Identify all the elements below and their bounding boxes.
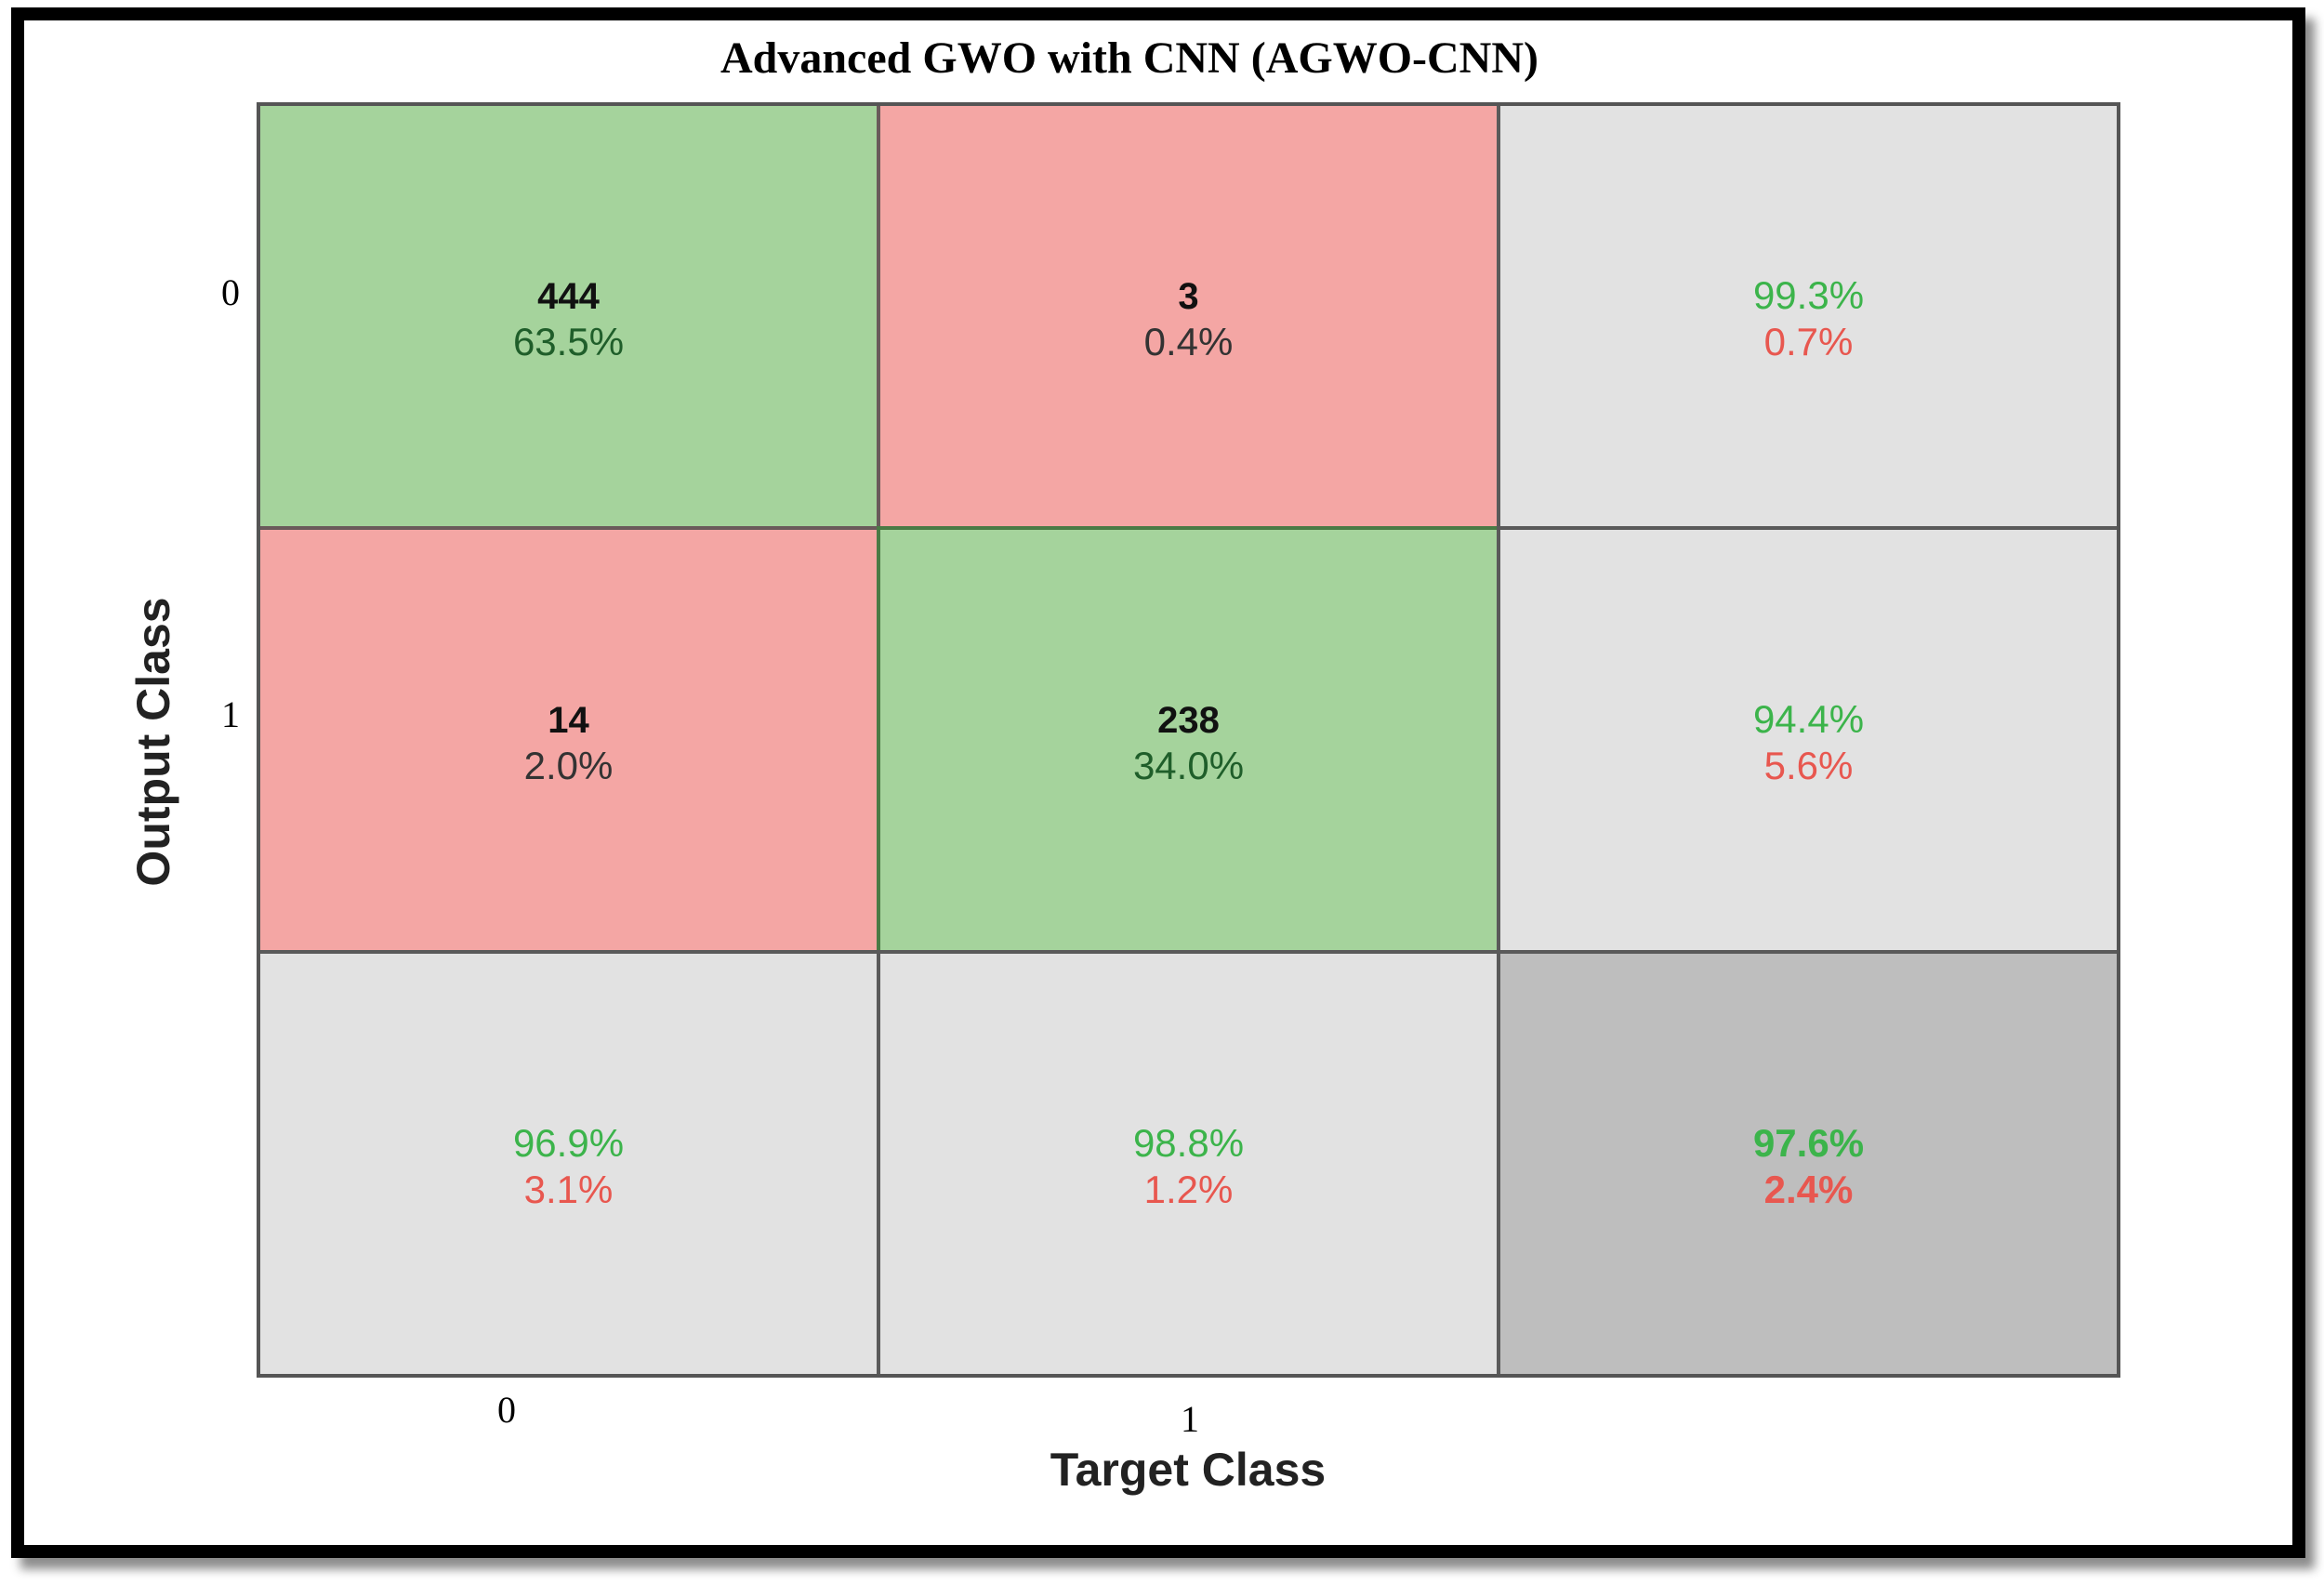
matrix-cell-r1-c0: 142.0% [257,526,880,954]
cell-background [877,950,1500,1378]
matrix-cell-r2-c1: 98.8%1.2% [877,950,1500,1378]
chart-title: Advanced GWO with CNN (AGWO-CNN) [720,33,1538,83]
cell-good-rate: 99.3% [1753,273,1864,317]
y-axis-label: Output Class [127,597,179,886]
cell-background [1497,526,2120,954]
cell-percent: 63.5% [513,320,624,363]
cell-count: 238 [1157,700,1220,741]
tick-labels: 0 1 0 1 [221,271,1199,1440]
cell-good-rate: 94.4% [1753,697,1864,741]
cell-percent: 34.0% [1133,744,1244,787]
matrix-cell-r2-c2: 97.6%2.4% [1497,950,2120,1378]
cell-bad-rate: 1.2% [1144,1168,1234,1211]
cell-count: 3 [1178,276,1198,317]
cell-percent: 0.4% [1144,320,1234,363]
x-axis-label: Target Class [1050,1444,1326,1496]
cell-background [1497,950,2120,1378]
matrix-cell-r1-c2: 94.4%5.6% [1497,526,2120,954]
cell-count: 14 [548,700,589,741]
cell-bad-rate: 3.1% [524,1168,614,1211]
cell-good-rate: 98.8% [1133,1121,1244,1165]
cell-background [257,526,880,954]
cell-good-rate: 96.9% [513,1121,624,1165]
x-tick-label: 1 [1181,1398,1199,1440]
cell-good-rate: 97.6% [1753,1121,1864,1165]
matrix-cell-r0-c1: 30.4% [877,102,1500,530]
cell-bad-rate: 5.6% [1764,744,1854,787]
y-tick-label: 1 [221,693,240,735]
matrix-cells: 44463.5%30.4%99.3%0.7%142.0%23834.0%94.4… [257,102,2120,1378]
matrix-cell-r2-c0: 96.9%3.1% [257,950,880,1378]
matrix-border [257,102,2120,1378]
cell-bad-rate: 2.4% [1764,1168,1854,1211]
cell-bad-rate: 0.7% [1764,320,1854,363]
x-tick-label: 0 [497,1389,516,1431]
cell-percent: 2.0% [524,744,614,787]
matrix-cell-r0-c2: 99.3%0.7% [1497,102,2120,530]
y-tick-label: 0 [221,271,240,313]
cell-count: 444 [537,276,600,317]
